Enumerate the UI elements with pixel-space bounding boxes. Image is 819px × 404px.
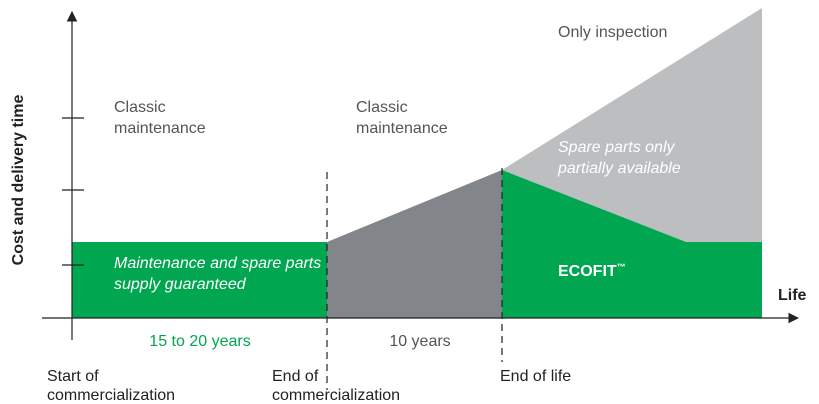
- duration: 10 years: [389, 333, 450, 350]
- y-axis-label: Cost and delivery time: [10, 95, 27, 266]
- classic-area: [327, 170, 502, 318]
- phase-label: maintenance: [114, 120, 206, 137]
- phase-label: Classic: [114, 99, 166, 116]
- axis-ticks: [62, 117, 84, 266]
- phase-label: Classic: [356, 99, 408, 116]
- phase-label: Only inspection: [558, 24, 667, 41]
- phase-label: maintenance: [356, 120, 448, 137]
- product-mark: ™: [617, 262, 626, 272]
- product: ECOFIT: [558, 263, 617, 280]
- partial-area: [502, 8, 762, 242]
- product-name: ECOFIT™: [558, 262, 626, 280]
- x-axis-label: Life: [778, 287, 807, 304]
- milestone-label: commercialization: [47, 387, 175, 404]
- band-text: Maintenance and spare parts: [114, 255, 321, 272]
- duration: 15 to 20 years: [149, 333, 250, 350]
- band-text: Spare parts only: [558, 139, 676, 156]
- guaranteed-area: [72, 242, 327, 318]
- milestone-label: commercialization: [272, 387, 400, 404]
- ecofit-area: [502, 170, 762, 318]
- band-text: supply guaranteed: [114, 276, 247, 293]
- milestone-label: End of: [272, 368, 319, 385]
- milestone-label: End of life: [500, 368, 571, 385]
- milestone-label: Start of: [47, 368, 99, 385]
- band-text: partially available: [557, 160, 681, 177]
